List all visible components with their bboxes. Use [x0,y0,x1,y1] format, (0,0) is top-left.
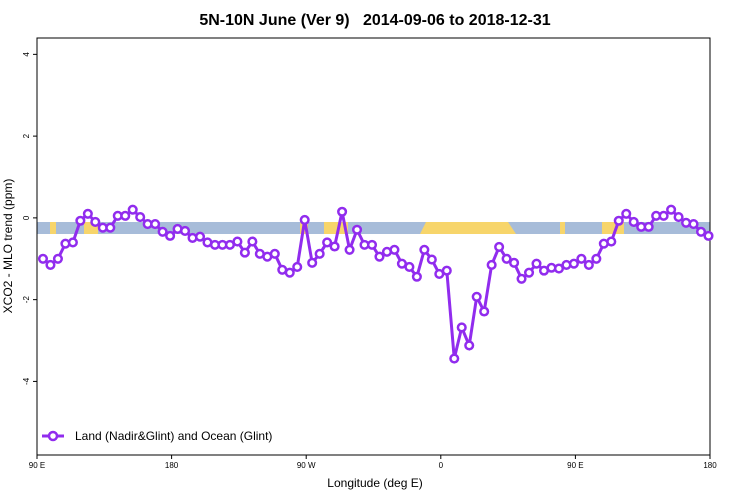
data-point [658,210,669,221]
data-point [67,237,78,248]
data-point [464,340,475,351]
data-point [523,267,535,278]
x-tick-label: 180 [703,461,717,470]
data-point [479,306,490,317]
data-point [239,247,250,258]
data-point [621,208,632,219]
data-point [150,218,161,230]
data-point [45,259,56,270]
data-point [292,261,303,272]
data-point [165,230,176,241]
data-point [591,253,602,264]
data-point [322,237,333,248]
x-tick-label: 90 E [29,461,45,470]
data-point [180,225,191,237]
data-point [501,253,512,264]
data-point [494,241,505,252]
data-point [157,226,168,237]
chart-title: 5N-10N June (Ver 9) 2014-09-06 to 2018-1… [199,12,550,29]
legend: Land (Nadir&Glint) and Ocean (Glint) [42,429,272,443]
data-point [105,222,116,233]
data-point [643,221,654,232]
data-point [509,257,520,268]
legend-label: Land (Nadir&Glint) and Ocean (Glint) [75,429,272,443]
data-point [426,254,437,265]
data-point [703,230,714,241]
data-point [688,218,699,230]
data-point [351,224,363,235]
data-point [389,244,400,255]
x-tick-label: 90 E [567,461,583,470]
data-point [613,215,624,226]
data-point [127,204,138,215]
data-point [299,214,310,225]
data-point [404,261,415,272]
data-point [666,204,677,215]
plot-frame [36,37,711,456]
data-point [628,216,639,228]
y-tick-label: 2 [22,133,31,138]
y-tick-label: 4 [22,52,31,57]
data-point [606,236,617,247]
data-point [366,239,378,250]
data-point [374,251,385,262]
data-point [232,236,243,247]
y-tick-label: 0 [22,215,31,220]
data-point [269,248,280,259]
data-point [553,263,564,274]
data-point [329,241,340,252]
x-tick-label: 0 [439,461,444,470]
data-point [52,253,63,264]
data-point [441,265,452,276]
data-point [576,253,587,264]
data-point [411,271,422,282]
x-axis-label: Longitude (deg E) [327,476,422,490]
surface-strip [37,222,710,234]
data-point [344,244,355,255]
x-tick-label: 90 W [297,461,316,470]
data-point [284,267,295,278]
data-point [247,236,258,247]
legend-marker [47,430,59,442]
data-point [135,212,146,223]
data-point [456,322,467,333]
y-tick-label: -2 [22,296,31,304]
data-point [314,248,325,259]
data-point [486,259,497,270]
data-point [471,291,482,302]
data-point [37,253,49,264]
data-point [120,210,131,221]
x-tick-label: 180 [165,461,179,470]
data-point [583,259,594,270]
y-axis-label: XCO2 - MLO trend (ppm) [1,179,15,314]
data-point [75,215,86,226]
data-point [695,226,707,237]
data-point [90,216,101,228]
data-point [568,258,579,269]
data-point [449,353,460,364]
data-point [307,257,318,268]
data-point [194,231,206,242]
data-point [673,212,684,223]
data-point [531,258,542,269]
data-point [419,244,430,255]
y-tick-label: -4 [22,377,31,385]
data-point [82,208,93,219]
data-point [516,273,527,284]
data-point [337,206,348,217]
